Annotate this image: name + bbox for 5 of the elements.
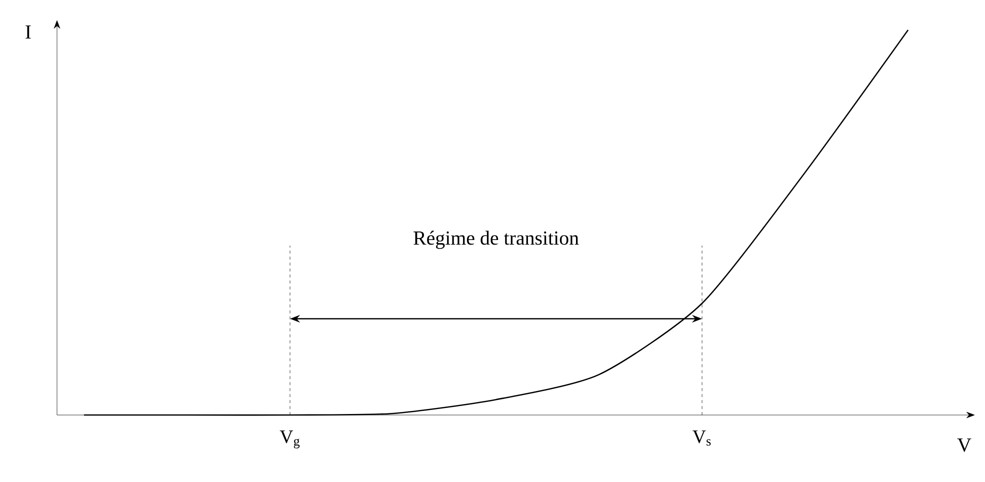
y-axis-title: I: [26, 26, 31, 39]
annotation: Régime de transition: [414, 230, 579, 249]
x-tick-label: V$_{g}$: [280, 430, 300, 448]
x-tick-label: V$_{s}$: [692, 430, 711, 446]
x-axis-title: V: [957, 438, 972, 452]
